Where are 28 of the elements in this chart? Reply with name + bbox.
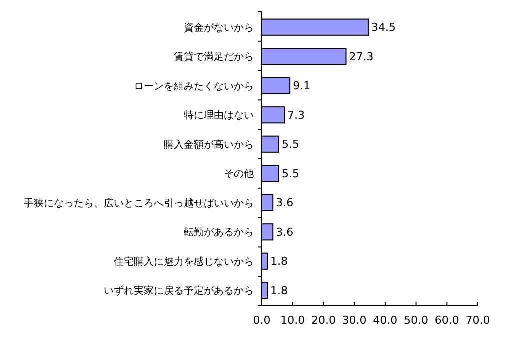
data-label: 5.5 [282, 138, 300, 152]
y-tick-label: 賃貸で満足だから [174, 51, 254, 64]
y-tick-label: 転勤があるから [184, 226, 254, 239]
y-tick-label: 住宅購入に魅力を感じないから [114, 256, 254, 268]
x-tick-label: 30.0 [342, 314, 367, 327]
data-label: 5.5 [282, 167, 300, 180]
y-tick-label: 資金がないから [184, 22, 254, 34]
data-label: 1.8 [270, 284, 288, 298]
y-tick-label: 購入金額が高いから [164, 138, 254, 151]
x-tick-label: 0.0 [253, 314, 271, 327]
data-label: 34.5 [371, 21, 396, 34]
y-tick-label: ローンを組みたくないから [134, 81, 254, 92]
data-label: 7.3 [288, 108, 306, 122]
x-tick-label: 60.0 [434, 314, 460, 327]
data-label: 3.6 [276, 226, 294, 239]
y-tick-label: 手狭になったら、広いところへ引っ越せばいいから [24, 197, 254, 210]
x-tick-label: 10.0 [280, 314, 306, 327]
y-tick-label: その他 [224, 168, 254, 180]
x-tick-label: 40.0 [373, 314, 398, 327]
data-label: 27.3 [349, 50, 374, 64]
x-tick-label: 50.0 [404, 314, 429, 327]
y-tick-label: いずれ実家に戻る予定があるから [104, 285, 254, 298]
y-tick-label: 特に理由はない [184, 110, 254, 122]
data-label: 3.6 [276, 196, 294, 210]
data-label: 9.1 [293, 80, 311, 93]
data-label: 1.8 [270, 255, 288, 268]
x-tick-label: 20.0 [311, 314, 336, 327]
x-tick-label: 70.0 [466, 314, 490, 327]
